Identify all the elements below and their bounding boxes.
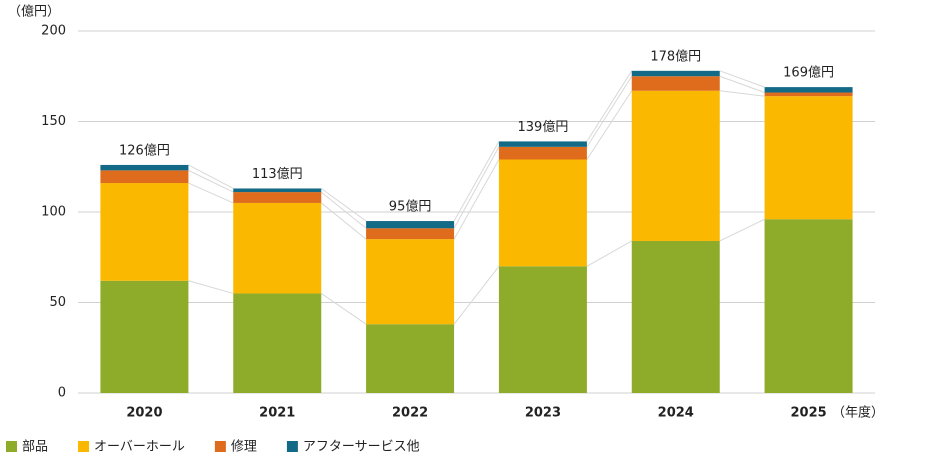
bar-segment [233,202,322,294]
bar-segment [498,266,587,393]
legend-swatch [6,441,17,452]
y-axis-label: （億円） [8,4,60,20]
bar-segment [498,159,587,267]
bar-segment [631,240,720,393]
connector [719,218,765,242]
legend-label: 部品 [22,440,48,455]
bar-segment [100,183,189,281]
bar-segment [631,90,720,241]
total-label: 178億円 [650,48,701,64]
bar-segment [764,92,853,97]
bar-segment [498,146,587,160]
bar-segment [366,324,455,393]
y-tick-label: 0 [58,386,66,401]
connector [719,90,765,97]
total-label: 113億円 [252,166,303,182]
x-tick-label: 2025 [790,406,826,421]
bar-segment [631,76,720,91]
legend-swatch [78,441,90,452]
connector [586,240,632,267]
x-tick-label: 2022 [392,406,428,421]
bar-segment [366,228,455,240]
legend-label: 修理 [231,440,257,455]
y-tick-label: 100 [41,205,66,220]
x-tick-label: 2024 [658,406,694,421]
x-tick-label: 2021 [259,406,295,421]
connector [320,293,367,325]
bar-segment [233,188,322,193]
bar-segment [100,164,189,171]
y-tick-label: 50 [49,295,66,310]
bar-segment [764,87,853,93]
bar-segment [233,293,322,393]
x-tick-label: 2020 [126,406,162,421]
legend-label: オーバーホール [94,440,185,455]
connector [453,159,500,240]
bar-segment [498,141,587,147]
legend-swatch [214,441,226,452]
connector [453,141,500,222]
x-tick-label: 2023 [525,406,561,421]
connector [586,90,633,160]
connector [188,169,234,193]
bar-segment [366,239,455,325]
bar-segment [631,70,720,77]
y-tick-label: 200 [41,24,66,39]
connector [453,265,500,325]
bar-segment [764,96,853,220]
bar-segment [233,192,322,203]
connector [453,146,500,229]
connector [188,164,234,189]
connector [586,75,633,148]
bar-segment [764,219,853,393]
legend-swatch [286,441,298,452]
total-label: 169億円 [783,65,834,81]
connector [320,191,367,229]
bar-segment [100,170,189,184]
total-label: 126億円 [119,142,170,158]
connector [320,188,367,222]
connector [719,75,765,94]
y-tick-label: 150 [41,114,66,129]
bar-segment [100,280,189,393]
total-label: 95億円 [389,199,432,215]
connector [586,70,633,142]
x-axis-label: （年度） [832,405,884,421]
legend-label: アフターサービス他 [303,440,420,455]
connector [188,182,234,204]
connector [188,280,234,294]
bar-segment [366,221,455,229]
total-label: 139億円 [518,119,569,135]
connector [719,70,765,88]
connector [320,202,367,240]
